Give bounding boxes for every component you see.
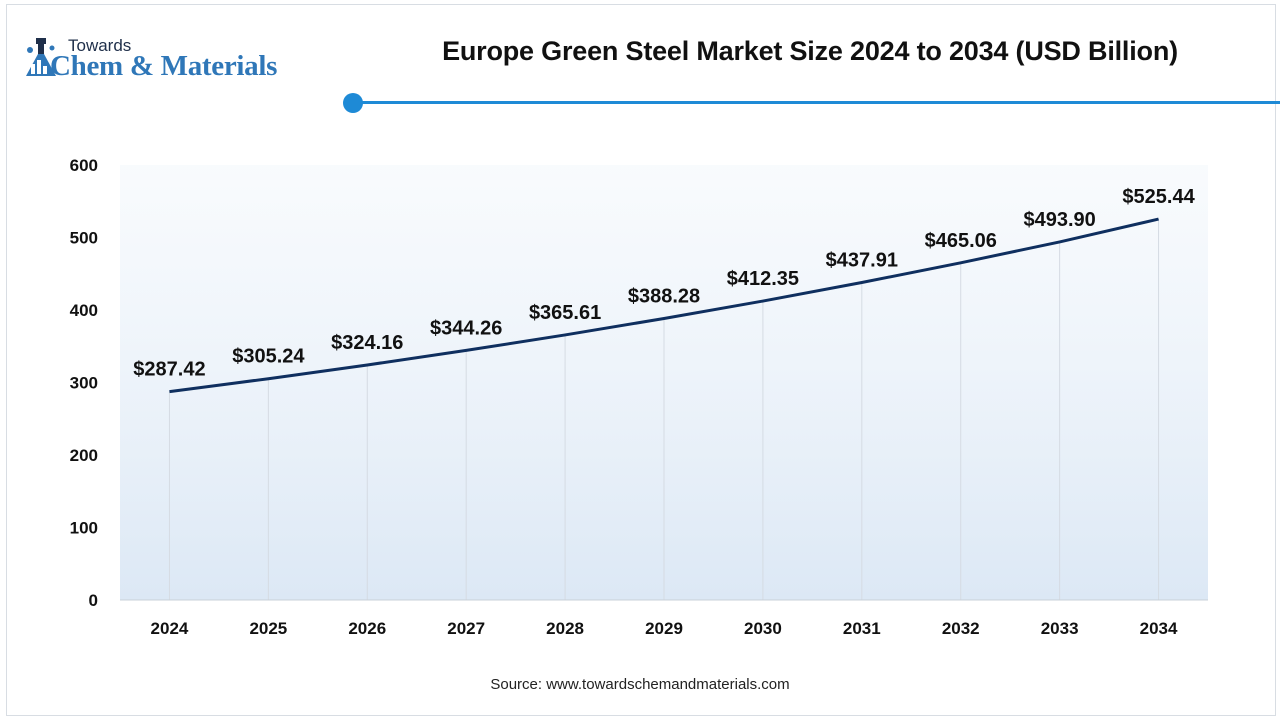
title-dot — [343, 93, 363, 113]
y-tick-label: 500 — [70, 229, 98, 248]
x-tick-label: 2031 — [843, 619, 881, 638]
x-tick-label: 2024 — [151, 619, 189, 638]
y-tick-label: 200 — [70, 446, 98, 465]
brand-logo[interactable]: Towards Chem & Materials — [22, 30, 342, 90]
data-label: $344.26 — [430, 317, 502, 339]
x-tick-label: 2032 — [942, 619, 980, 638]
x-tick-label: 2028 — [546, 619, 584, 638]
data-label: $324.16 — [331, 332, 403, 354]
data-label: $525.44 — [1122, 186, 1195, 208]
data-label: $412.35 — [727, 268, 799, 290]
x-tick-label: 2034 — [1140, 619, 1178, 638]
x-tick-label: 2025 — [249, 619, 287, 638]
chart-title: Europe Green Steel Market Size 2024 to 2… — [442, 36, 1178, 66]
y-tick-label: 100 — [70, 519, 98, 538]
data-label: $388.28 — [628, 285, 700, 307]
x-tick-label: 2027 — [447, 619, 485, 638]
data-label: $437.91 — [826, 250, 898, 272]
y-tick-label: 600 — [70, 156, 98, 175]
data-label: $465.06 — [925, 230, 997, 252]
x-tick-label: 2033 — [1041, 619, 1079, 638]
x-tick-label: 2029 — [645, 619, 683, 638]
y-tick-label: 400 — [70, 301, 98, 320]
logo-small-text: Towards — [68, 36, 132, 55]
x-tick-label: 2026 — [348, 619, 386, 638]
title-underline — [358, 101, 1280, 104]
flask-icon — [26, 38, 56, 76]
logo-big-text: Chem & Materials — [50, 50, 278, 82]
data-label: $287.42 — [133, 359, 205, 381]
data-label: $305.24 — [232, 346, 305, 368]
y-tick-label: 300 — [70, 374, 98, 393]
x-tick-label: 2030 — [744, 619, 782, 638]
chart-frame — [6, 4, 1276, 716]
data-label: $365.61 — [529, 302, 601, 324]
data-label: $493.90 — [1023, 209, 1095, 231]
source-note: Source: www.towardschemandmaterials.com — [490, 676, 790, 693]
y-tick-label: 0 — [89, 591, 98, 610]
